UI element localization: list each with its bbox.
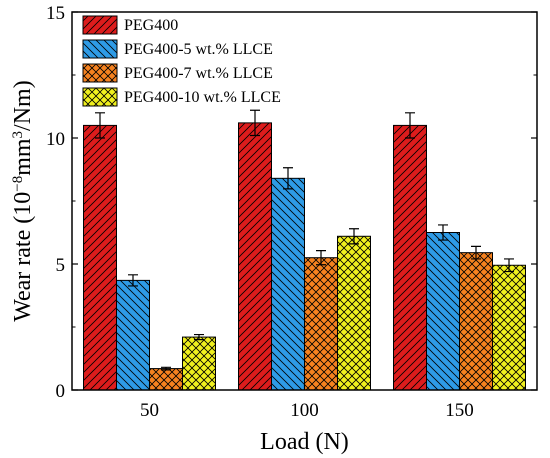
y-tick-label: 5 (56, 255, 66, 276)
error-bar-100-series-2 (316, 250, 326, 266)
y-axis-title: Wear rate (10−8mm3/Nm) (10, 80, 36, 321)
bar-150-series-1 (426, 232, 460, 391)
legend-swatch (82, 87, 118, 107)
error-bar-100-series-3 (349, 228, 359, 245)
bar-50-series-1 (116, 279, 150, 391)
error-bar-100-series-0 (250, 109, 260, 137)
error-bar-150-series-1 (438, 224, 448, 241)
legend-label: PEG400-10 wt.% LLCE (124, 89, 281, 106)
legend-label: PEG400-7 wt.% LLCE (124, 65, 273, 82)
bar-150-series-3 (492, 264, 526, 391)
y-tick-label: 0 (56, 381, 66, 402)
y-axis-title-mid: mm (10, 138, 36, 176)
bars-layer (83, 122, 526, 391)
error-bar-50-series-1 (128, 274, 138, 287)
bar-150-series-2 (459, 252, 493, 391)
error-bar-100-series-1 (283, 167, 293, 190)
error-bar-50-series-3 (194, 333, 204, 341)
bar-100-series-2 (304, 257, 338, 391)
y-tick-label: 10 (46, 129, 65, 150)
bar-50-series-0 (83, 124, 117, 391)
bar-50-series-2 (149, 368, 183, 391)
y-axis: 0 5 10 15 (46, 3, 537, 402)
error-bars-layer (95, 109, 514, 371)
x-axis: 50 100 150 (140, 384, 474, 421)
y-axis-title-pre: Wear rate (10 (10, 192, 36, 322)
bar-100-series-3 (337, 235, 371, 391)
legend-swatch (82, 63, 118, 83)
error-bar-50-series-2 (161, 366, 171, 371)
legend-swatch (82, 15, 118, 35)
bar-100-series-1 (271, 177, 305, 391)
x-tick-label: 50 (140, 400, 159, 421)
error-bar-150-series-2 (471, 245, 481, 260)
bar-100-series-0 (238, 122, 272, 391)
legend-label: PEG400 (124, 17, 178, 34)
y-axis-title-sup2: 3 (10, 131, 26, 139)
x-axis-title: Load (N) (260, 429, 349, 455)
x-tick-label: 150 (445, 400, 474, 421)
y-tick-label: 15 (46, 3, 65, 24)
y-axis-title-post: /Nm) (10, 80, 36, 131)
legend-label: PEG400-5 wt.% LLCE (124, 41, 273, 58)
bar-50-series-3 (182, 336, 216, 391)
error-bar-50-series-0 (95, 112, 105, 139)
legend: PEG400 PEG400-5 wt.% LLCE PEG400-7 wt.% LL… (82, 15, 281, 107)
y-axis-title-sup1: −8 (10, 176, 26, 192)
legend-swatch (82, 39, 118, 59)
error-bar-150-series-3 (504, 258, 514, 273)
bar-150-series-0 (393, 124, 427, 391)
x-tick-label: 100 (290, 400, 319, 421)
error-bar-150-series-0 (405, 112, 415, 139)
